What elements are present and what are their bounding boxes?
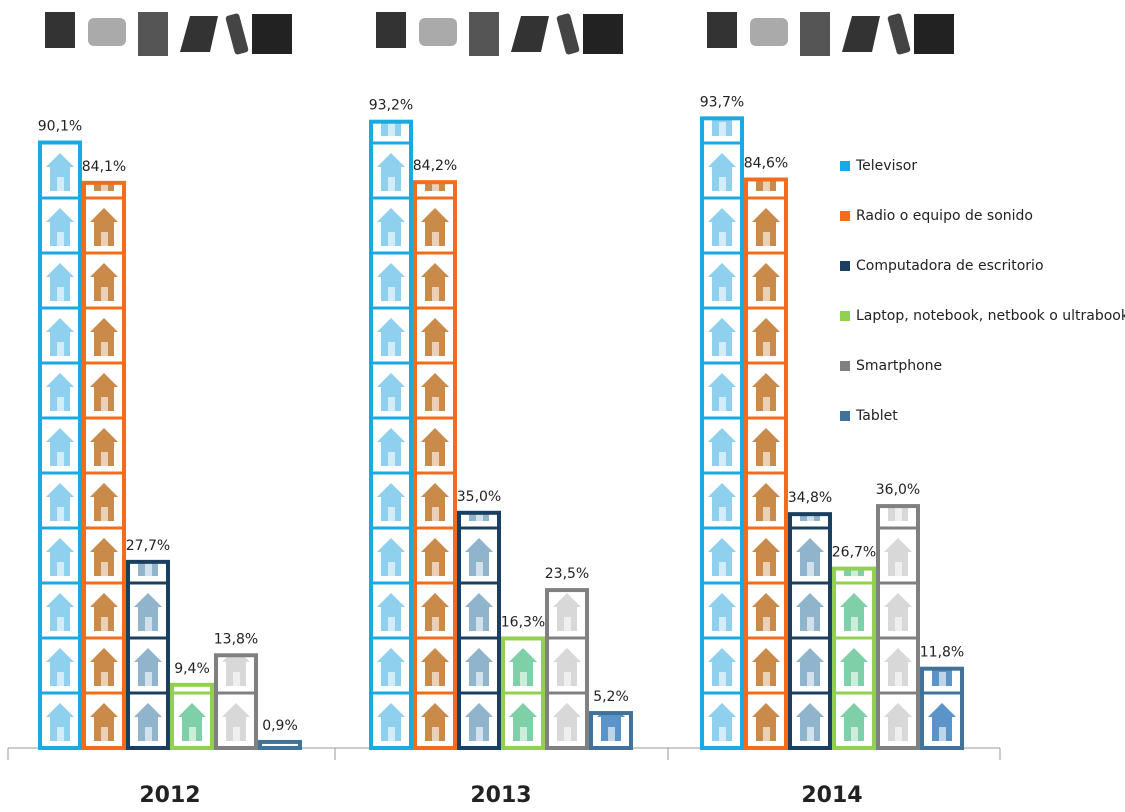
device-icons: [707, 12, 954, 56]
value-label: 0,9%: [262, 718, 298, 734]
icon-tablet: [252, 14, 292, 54]
icon-phone: [225, 13, 249, 55]
value-label: 11,8%: [920, 645, 964, 661]
value-label: 27,7%: [126, 538, 170, 554]
bar: [258, 739, 302, 751]
bar: [589, 711, 633, 751]
bar: [170, 682, 214, 750]
legend-swatch: [840, 211, 850, 221]
bar: [501, 636, 545, 750]
x-tick-label: 2012: [139, 783, 200, 808]
device-icons: [45, 12, 292, 56]
value-label: 84,1%: [82, 159, 126, 175]
value-label: 23,5%: [545, 566, 589, 582]
value-label: 5,2%: [593, 689, 629, 705]
icon-laptop: [511, 16, 549, 52]
icon-phone: [556, 13, 580, 55]
icon-tv: [45, 12, 75, 48]
bar: [744, 177, 788, 751]
icon-pc: [138, 12, 168, 56]
bar: [369, 119, 413, 751]
value-label: 16,3%: [501, 614, 545, 630]
x-tick-label: 2013: [470, 783, 531, 808]
value-label: 13,8%: [214, 631, 258, 647]
value-label: 93,7%: [700, 94, 744, 110]
bar: [545, 588, 589, 751]
bar: [82, 180, 126, 750]
legend-label: Televisor: [855, 158, 917, 174]
legend-swatch: [840, 261, 850, 271]
bar: [457, 510, 501, 750]
icon-laptop: [842, 16, 880, 52]
legend-label: Computadora de escritorio: [856, 258, 1044, 274]
legend-label: Tablet: [855, 408, 898, 424]
legend-swatch: [840, 161, 850, 171]
value-label: 36,0%: [876, 482, 920, 498]
value-label: 90,1%: [38, 119, 82, 135]
value-label: 84,6%: [744, 155, 788, 171]
x-tick-label: 2014: [801, 783, 862, 808]
value-label: 84,2%: [413, 158, 457, 174]
legend-label: Laptop, notebook, netbook o ultrabook: [856, 308, 1125, 324]
bar: [920, 666, 964, 750]
icon-pc: [469, 12, 499, 56]
icon-radio: [419, 18, 457, 46]
icon-tv: [707, 12, 737, 48]
device-icons: [376, 12, 623, 56]
icon-tablet: [914, 14, 954, 54]
legend-label: Radio o equipo de sonido: [856, 208, 1033, 224]
icon-radio: [750, 18, 788, 46]
icon-phone: [887, 13, 911, 55]
legend-swatch: [840, 411, 850, 421]
bar: [876, 504, 920, 750]
bar: [413, 180, 457, 750]
bar: [788, 512, 832, 750]
value-label: 35,0%: [457, 489, 501, 505]
icon-radio: [88, 18, 126, 46]
bar: [126, 559, 170, 751]
value-label: 93,2%: [369, 98, 413, 114]
legend-swatch: [840, 361, 850, 371]
icon-tablet: [583, 14, 623, 54]
icon-laptop: [180, 16, 218, 52]
bar: [832, 566, 876, 750]
value-label: 9,4%: [174, 661, 210, 677]
value-label: 34,8%: [788, 490, 832, 506]
icon-tv: [376, 12, 406, 48]
legend-label: Smartphone: [856, 358, 942, 374]
value-label: 26,7%: [832, 545, 876, 561]
bar: [38, 140, 82, 750]
bar: [700, 116, 744, 750]
bar: [214, 653, 258, 750]
icon-pc: [800, 12, 830, 56]
legend-swatch: [840, 311, 850, 321]
